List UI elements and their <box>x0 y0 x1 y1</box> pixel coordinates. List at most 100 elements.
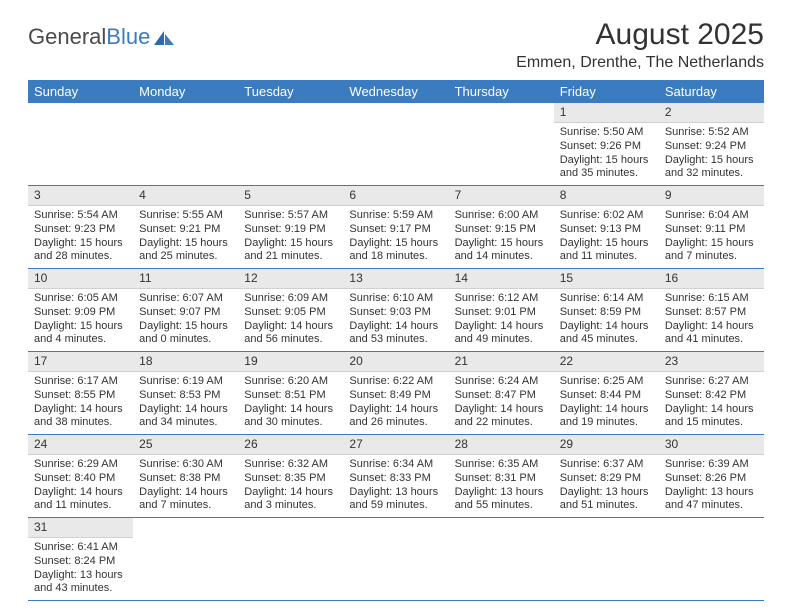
day-details: Sunrise: 6:19 AMSunset: 8:53 PMDaylight:… <box>133 372 238 434</box>
day-number: 17 <box>28 352 133 372</box>
day-header: Monday <box>133 80 238 103</box>
daylight-line: Daylight: 15 hours and 11 minutes. <box>560 237 653 265</box>
day-number: 11 <box>133 269 238 289</box>
daylight-line: Daylight: 14 hours and 30 minutes. <box>244 403 337 431</box>
calendar-day-cell <box>133 103 238 186</box>
sunrise-line: Sunrise: 6:04 AM <box>665 209 758 223</box>
day-details: Sunrise: 6:39 AMSunset: 8:26 PMDaylight:… <box>659 455 764 517</box>
sunset-line: Sunset: 9:23 PM <box>34 223 127 237</box>
sunrise-line: Sunrise: 5:52 AM <box>665 126 758 140</box>
daylight-line: Daylight: 14 hours and 3 minutes. <box>244 486 337 514</box>
sunrise-line: Sunrise: 6:34 AM <box>349 458 442 472</box>
day-header: Sunday <box>28 80 133 103</box>
calendar-day-cell: 14Sunrise: 6:12 AMSunset: 9:01 PMDayligh… <box>449 269 554 352</box>
day-details: Sunrise: 6:37 AMSunset: 8:29 PMDaylight:… <box>554 455 659 517</box>
sunset-line: Sunset: 8:47 PM <box>455 389 548 403</box>
calendar-day-cell: 24Sunrise: 6:29 AMSunset: 8:40 PMDayligh… <box>28 435 133 518</box>
day-number: 5 <box>238 186 343 206</box>
daylight-line: Daylight: 14 hours and 49 minutes. <box>455 320 548 348</box>
daylight-line: Daylight: 15 hours and 0 minutes. <box>139 320 232 348</box>
daylight-line: Daylight: 15 hours and 4 minutes. <box>34 320 127 348</box>
title-block: August 2025 Emmen, Drenthe, The Netherla… <box>516 18 764 72</box>
day-details: Sunrise: 6:29 AMSunset: 8:40 PMDaylight:… <box>28 455 133 517</box>
day-details: Sunrise: 6:27 AMSunset: 8:42 PMDaylight:… <box>659 372 764 434</box>
calendar-day-cell <box>659 518 764 601</box>
sunset-line: Sunset: 8:35 PM <box>244 472 337 486</box>
day-details: Sunrise: 5:57 AMSunset: 9:19 PMDaylight:… <box>238 206 343 268</box>
calendar-day-cell: 26Sunrise: 6:32 AMSunset: 8:35 PMDayligh… <box>238 435 343 518</box>
daylight-line: Daylight: 14 hours and 38 minutes. <box>34 403 127 431</box>
day-number: 9 <box>659 186 764 206</box>
sunrise-line: Sunrise: 6:15 AM <box>665 292 758 306</box>
sunset-line: Sunset: 8:26 PM <box>665 472 758 486</box>
day-header-row: Sunday Monday Tuesday Wednesday Thursday… <box>28 80 764 103</box>
calendar-week-row: 24Sunrise: 6:29 AMSunset: 8:40 PMDayligh… <box>28 435 764 518</box>
sunset-line: Sunset: 8:53 PM <box>139 389 232 403</box>
sunset-line: Sunset: 9:05 PM <box>244 306 337 320</box>
daylight-line: Daylight: 14 hours and 41 minutes. <box>665 320 758 348</box>
calendar-day-cell: 6Sunrise: 5:59 AMSunset: 9:17 PMDaylight… <box>343 186 448 269</box>
day-number: 1 <box>554 103 659 123</box>
daylight-line: Daylight: 13 hours and 47 minutes. <box>665 486 758 514</box>
sunrise-line: Sunrise: 6:09 AM <box>244 292 337 306</box>
calendar-week-row: 10Sunrise: 6:05 AMSunset: 9:09 PMDayligh… <box>28 269 764 352</box>
sunset-line: Sunset: 8:40 PM <box>34 472 127 486</box>
daylight-line: Daylight: 13 hours and 55 minutes. <box>455 486 548 514</box>
calendar-day-cell <box>343 103 448 186</box>
day-number: 23 <box>659 352 764 372</box>
calendar-day-cell: 17Sunrise: 6:17 AMSunset: 8:55 PMDayligh… <box>28 352 133 435</box>
day-number: 7 <box>449 186 554 206</box>
daylight-line: Daylight: 14 hours and 56 minutes. <box>244 320 337 348</box>
sunset-line: Sunset: 8:55 PM <box>34 389 127 403</box>
sunset-line: Sunset: 9:13 PM <box>560 223 653 237</box>
sunset-line: Sunset: 9:15 PM <box>455 223 548 237</box>
sunset-line: Sunset: 8:44 PM <box>560 389 653 403</box>
calendar-day-cell: 18Sunrise: 6:19 AMSunset: 8:53 PMDayligh… <box>133 352 238 435</box>
calendar-day-cell: 9Sunrise: 6:04 AMSunset: 9:11 PMDaylight… <box>659 186 764 269</box>
daylight-line: Daylight: 15 hours and 18 minutes. <box>349 237 442 265</box>
sunrise-line: Sunrise: 6:25 AM <box>560 375 653 389</box>
calendar-day-cell: 20Sunrise: 6:22 AMSunset: 8:49 PMDayligh… <box>343 352 448 435</box>
daylight-line: Daylight: 14 hours and 22 minutes. <box>455 403 548 431</box>
day-details: Sunrise: 5:55 AMSunset: 9:21 PMDaylight:… <box>133 206 238 268</box>
sunset-line: Sunset: 8:57 PM <box>665 306 758 320</box>
day-number: 14 <box>449 269 554 289</box>
daylight-line: Daylight: 15 hours and 25 minutes. <box>139 237 232 265</box>
calendar-day-cell <box>133 518 238 601</box>
daylight-line: Daylight: 15 hours and 35 minutes. <box>560 154 653 182</box>
sunrise-line: Sunrise: 5:57 AM <box>244 209 337 223</box>
calendar-day-cell <box>449 518 554 601</box>
day-details: Sunrise: 6:17 AMSunset: 8:55 PMDaylight:… <box>28 372 133 434</box>
day-number: 10 <box>28 269 133 289</box>
calendar-day-cell: 30Sunrise: 6:39 AMSunset: 8:26 PMDayligh… <box>659 435 764 518</box>
day-header: Wednesday <box>343 80 448 103</box>
day-details: Sunrise: 6:14 AMSunset: 8:59 PMDaylight:… <box>554 289 659 351</box>
day-header: Friday <box>554 80 659 103</box>
daylight-line: Daylight: 13 hours and 51 minutes. <box>560 486 653 514</box>
day-details: Sunrise: 6:07 AMSunset: 9:07 PMDaylight:… <box>133 289 238 351</box>
day-details: Sunrise: 6:00 AMSunset: 9:15 PMDaylight:… <box>449 206 554 268</box>
daylight-line: Daylight: 15 hours and 21 minutes. <box>244 237 337 265</box>
day-details: Sunrise: 5:50 AMSunset: 9:26 PMDaylight:… <box>554 123 659 185</box>
day-number: 29 <box>554 435 659 455</box>
logo-text-blue: Blue <box>106 24 150 50</box>
day-number: 26 <box>238 435 343 455</box>
day-details: Sunrise: 6:12 AMSunset: 9:01 PMDaylight:… <box>449 289 554 351</box>
day-details: Sunrise: 6:05 AMSunset: 9:09 PMDaylight:… <box>28 289 133 351</box>
day-number: 15 <box>554 269 659 289</box>
daylight-line: Daylight: 15 hours and 14 minutes. <box>455 237 548 265</box>
sunrise-line: Sunrise: 5:50 AM <box>560 126 653 140</box>
daylight-line: Daylight: 14 hours and 15 minutes. <box>665 403 758 431</box>
sunrise-line: Sunrise: 6:27 AM <box>665 375 758 389</box>
calendar-day-cell: 3Sunrise: 5:54 AMSunset: 9:23 PMDaylight… <box>28 186 133 269</box>
day-details: Sunrise: 5:52 AMSunset: 9:24 PMDaylight:… <box>659 123 764 185</box>
calendar-week-row: 31Sunrise: 6:41 AMSunset: 8:24 PMDayligh… <box>28 518 764 601</box>
sunrise-line: Sunrise: 6:41 AM <box>34 541 127 555</box>
calendar-table: Sunday Monday Tuesday Wednesday Thursday… <box>28 80 764 601</box>
day-number: 22 <box>554 352 659 372</box>
sunrise-line: Sunrise: 6:00 AM <box>455 209 548 223</box>
calendar-day-cell <box>28 103 133 186</box>
calendar-day-cell: 19Sunrise: 6:20 AMSunset: 8:51 PMDayligh… <box>238 352 343 435</box>
sunrise-line: Sunrise: 5:54 AM <box>34 209 127 223</box>
calendar-day-cell: 25Sunrise: 6:30 AMSunset: 8:38 PMDayligh… <box>133 435 238 518</box>
